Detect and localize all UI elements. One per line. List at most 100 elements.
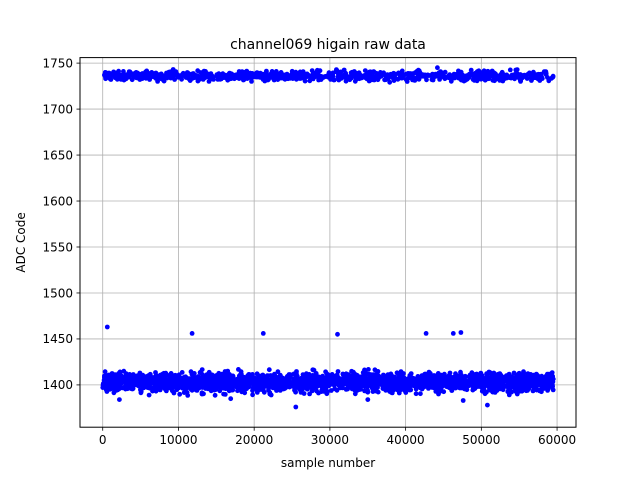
data-point bbox=[326, 70, 332, 76]
data-point bbox=[220, 71, 226, 77]
data-point bbox=[102, 70, 108, 75]
data-point bbox=[358, 386, 364, 392]
data-point bbox=[353, 72, 358, 78]
data-point bbox=[422, 73, 428, 79]
data-point bbox=[287, 73, 292, 79]
data-point bbox=[107, 373, 112, 379]
data-point bbox=[470, 387, 476, 393]
data-point bbox=[130, 374, 136, 380]
data-point bbox=[381, 382, 387, 388]
data-point bbox=[325, 389, 330, 394]
data-point bbox=[392, 378, 397, 383]
outlier-point bbox=[458, 330, 464, 335]
data-point bbox=[258, 386, 263, 391]
data-point bbox=[515, 387, 520, 393]
data-point bbox=[312, 74, 318, 80]
data-point bbox=[545, 384, 551, 390]
data-point bbox=[210, 383, 215, 389]
data-point bbox=[428, 384, 433, 389]
data-point bbox=[261, 389, 267, 395]
data-point bbox=[327, 73, 333, 79]
data-point bbox=[129, 77, 135, 83]
data-point bbox=[269, 69, 275, 74]
outlier-point bbox=[365, 397, 371, 402]
data-point bbox=[204, 71, 210, 76]
data-point bbox=[236, 379, 242, 385]
data-point bbox=[408, 382, 414, 388]
data-point bbox=[241, 77, 247, 82]
data-point bbox=[482, 391, 488, 397]
y-axis-ticks: 1400 1450 1500 1550 1600 1650 1700 1750 bbox=[42, 56, 80, 392]
data-point bbox=[316, 76, 322, 82]
data-point bbox=[163, 370, 169, 376]
data-point bbox=[177, 377, 183, 382]
data-point bbox=[293, 389, 298, 395]
data-point bbox=[367, 77, 373, 83]
data-point bbox=[525, 71, 531, 77]
data-point bbox=[289, 381, 294, 387]
data-point bbox=[264, 373, 270, 379]
data-point bbox=[255, 382, 261, 388]
data-point bbox=[416, 73, 422, 79]
data-point bbox=[503, 383, 509, 389]
x-tick-label: 20000 bbox=[235, 433, 273, 447]
data-point bbox=[208, 377, 214, 383]
data-point bbox=[116, 371, 122, 376]
outlier-point bbox=[423, 331, 429, 336]
data-point bbox=[271, 77, 277, 82]
data-point bbox=[311, 376, 316, 382]
data-point bbox=[468, 67, 474, 73]
data-point bbox=[134, 70, 139, 76]
data-point bbox=[195, 381, 201, 387]
data-point bbox=[190, 374, 196, 379]
data-point bbox=[212, 392, 218, 398]
data-point bbox=[129, 380, 134, 386]
data-point bbox=[446, 379, 451, 385]
data-point bbox=[179, 370, 185, 375]
data-point bbox=[291, 376, 297, 382]
data-point bbox=[478, 370, 484, 376]
data-point bbox=[408, 373, 413, 379]
data-point bbox=[172, 77, 178, 82]
data-point bbox=[372, 367, 378, 373]
data-point bbox=[441, 389, 447, 395]
data-point bbox=[352, 391, 358, 397]
data-point bbox=[396, 390, 402, 396]
data-point bbox=[517, 72, 523, 77]
data-point bbox=[473, 372, 478, 378]
data-point bbox=[116, 71, 122, 77]
data-point bbox=[403, 385, 408, 391]
data-point bbox=[524, 383, 529, 388]
data-point bbox=[300, 378, 305, 384]
data-point bbox=[454, 379, 460, 385]
data-point bbox=[390, 75, 396, 81]
data-point bbox=[479, 385, 485, 391]
data-point bbox=[411, 382, 417, 388]
data-point bbox=[175, 74, 181, 80]
data-point bbox=[401, 371, 406, 376]
y-tick-label: 1600 bbox=[42, 194, 73, 208]
y-tick-label: 1400 bbox=[42, 378, 73, 392]
data-point bbox=[362, 384, 368, 389]
data-point bbox=[380, 374, 386, 380]
data-point bbox=[362, 375, 367, 380]
data-point bbox=[129, 384, 135, 390]
data-point bbox=[188, 383, 194, 389]
data-point bbox=[244, 68, 250, 74]
data-point bbox=[276, 378, 282, 384]
outlier-point bbox=[450, 331, 456, 336]
chart-title: channel069 higain raw data bbox=[230, 37, 426, 53]
data-point bbox=[341, 67, 347, 73]
data-point bbox=[294, 76, 299, 82]
data-point bbox=[459, 384, 464, 390]
data-point bbox=[238, 371, 244, 377]
data-point bbox=[502, 76, 508, 81]
data-point bbox=[485, 376, 491, 382]
data-point bbox=[264, 68, 269, 74]
data-point bbox=[362, 380, 367, 386]
data-point bbox=[272, 384, 277, 389]
data-point bbox=[492, 75, 497, 81]
data-point bbox=[199, 390, 205, 396]
data-point bbox=[328, 374, 334, 379]
data-point bbox=[118, 384, 124, 390]
